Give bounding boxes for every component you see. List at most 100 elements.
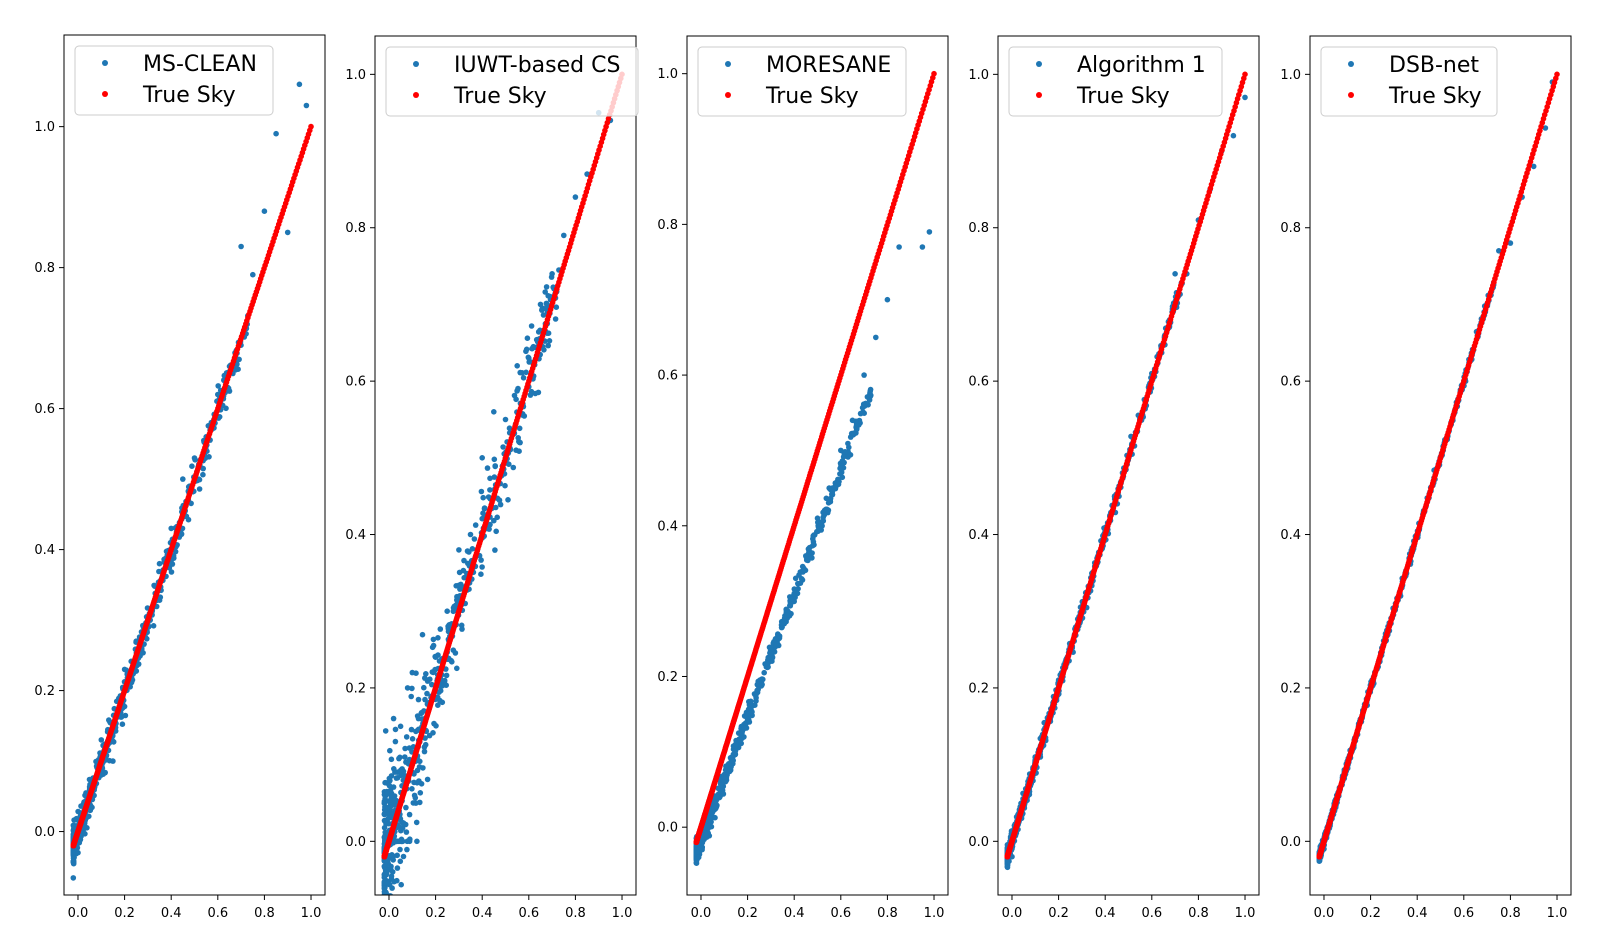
estimate-point: [426, 732, 433, 739]
legend-label-estimate: MS-CLEAN: [143, 52, 257, 77]
plot-area: [1004, 71, 1248, 871]
estimate-point: [417, 790, 424, 796]
y-tick-label: 1.0: [345, 68, 366, 83]
estimate-point: [561, 232, 567, 239]
x-tick-label: 0.6: [1141, 906, 1162, 921]
estimate-point: [824, 506, 830, 513]
estimate-point: [732, 750, 738, 756]
estimate-point: [453, 583, 460, 589]
legend-label-estimate: MORESANE: [766, 53, 891, 78]
estimate-point: [703, 824, 710, 831]
estimate-point: [387, 747, 393, 754]
estimate-point: [752, 702, 758, 708]
estimate-point: [746, 719, 753, 725]
y-tick-label: 0.6: [657, 369, 678, 384]
legend-label-estimate: Algorithm 1: [1077, 53, 1206, 78]
y-tick-label: 0.0: [34, 825, 55, 840]
estimate-point: [487, 487, 493, 493]
estimate-point: [491, 474, 498, 480]
y-tick-label: 1.0: [968, 68, 989, 83]
estimate-point: [857, 410, 864, 417]
estimate-point: [151, 582, 157, 589]
estimate-point: [850, 430, 857, 437]
estimate-point: [926, 229, 933, 235]
estimate-point: [451, 603, 458, 610]
estimate-point: [392, 738, 399, 745]
estimate-point: [500, 444, 506, 450]
estimate-point: [517, 369, 523, 376]
estimate-point: [98, 737, 105, 743]
y-tick-label: 0.0: [345, 835, 366, 850]
legend-marker-true-sky: [725, 92, 731, 98]
estimate-point: [733, 741, 739, 748]
estimate-point: [447, 621, 453, 628]
legend-marker-estimate: [102, 60, 108, 66]
estimate-point: [772, 636, 779, 642]
estimate-point: [694, 849, 701, 855]
estimate-point: [755, 686, 761, 693]
estimate-point: [572, 194, 579, 200]
estimate-point: [479, 564, 485, 570]
estimate-point: [284, 229, 291, 236]
estimate-point: [821, 512, 828, 518]
estimate-point: [403, 734, 410, 740]
estimate-point: [77, 836, 84, 843]
estimate-point: [542, 289, 548, 295]
estimate-point: [867, 388, 873, 395]
x-tick-label: 0.6: [518, 906, 539, 921]
estimate-point: [397, 838, 403, 845]
estimate-point: [492, 463, 499, 470]
estimate-point: [814, 515, 821, 521]
estimate-point: [849, 417, 856, 424]
subplot-5: 0.0 0.2 0.4 0.6 0.8 1.00.00.20.40.60.81.0 DSB-…: [1280, 35, 1572, 921]
estimate-point: [381, 811, 388, 818]
estimate-point: [75, 849, 81, 856]
estimate-point: [387, 777, 393, 784]
estimate-point: [156, 560, 163, 567]
estimate-point: [795, 580, 801, 587]
estimate-point: [191, 455, 198, 461]
estimate-point: [471, 536, 478, 542]
estimate-point: [414, 838, 420, 845]
y-tick-label: 0.8: [968, 221, 989, 236]
estimate-point: [842, 449, 848, 455]
estimate-point: [404, 685, 411, 691]
estimate-point: [695, 854, 702, 861]
estimate-point: [528, 323, 535, 329]
legend-marker-estimate: [725, 61, 731, 67]
estimate-point: [543, 284, 550, 290]
estimate-point: [526, 355, 532, 361]
estimate-point: [403, 759, 409, 765]
x-tick-label: 0.8: [877, 906, 898, 921]
estimate-points: [693, 229, 933, 866]
estimate-point: [838, 447, 844, 454]
estimate-point: [713, 793, 720, 800]
estimate-point: [397, 723, 404, 730]
estimate-point: [1005, 859, 1011, 865]
estimate-point: [71, 854, 77, 861]
estimate-point: [409, 685, 415, 692]
estimate-point: [459, 626, 465, 632]
estimate-point: [515, 435, 521, 441]
estimate-point: [196, 486, 203, 492]
estimate-point: [388, 773, 395, 779]
estimate-point: [1004, 864, 1011, 871]
estimate-point: [384, 790, 391, 797]
legend-marker-true-sky: [1036, 92, 1042, 98]
estimate-point: [381, 880, 388, 886]
estimate-point: [421, 708, 427, 714]
estimate-point: [1242, 94, 1248, 101]
estimate-point: [133, 668, 140, 674]
estimate-point: [516, 439, 523, 446]
estimate-point: [825, 500, 832, 506]
estimate-point: [385, 804, 391, 811]
estimate-point: [408, 726, 415, 733]
estimate-point: [553, 304, 560, 311]
true-sky-point: [1242, 71, 1248, 78]
estimate-point: [709, 809, 716, 815]
estimate-point: [382, 728, 389, 734]
estimate-point: [423, 671, 429, 677]
y-tick-label: 0.2: [345, 681, 366, 696]
estimate-point: [730, 757, 736, 764]
